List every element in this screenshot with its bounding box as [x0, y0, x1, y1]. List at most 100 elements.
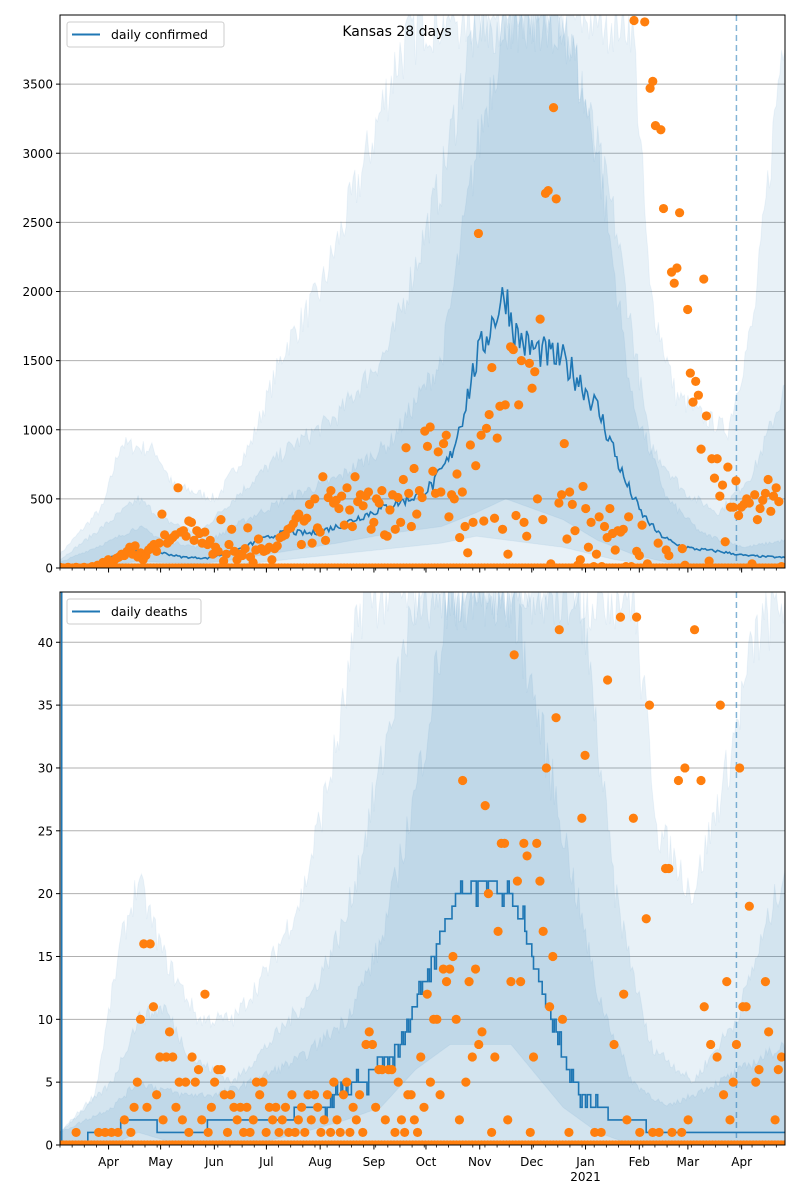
data-point	[335, 1127, 345, 1138]
data-point	[296, 1102, 307, 1112]
y-tick-label: 500	[30, 492, 53, 506]
y-tick-label: 35	[38, 699, 53, 713]
data-point	[325, 1127, 336, 1138]
data-point	[575, 555, 585, 565]
data-point	[691, 376, 701, 386]
data-point	[302, 513, 312, 523]
data-point	[506, 977, 516, 987]
data-point	[508, 344, 518, 355]
data-point	[205, 535, 215, 545]
data-point	[474, 1039, 484, 1050]
data-point	[770, 1115, 780, 1125]
data-point	[634, 550, 644, 561]
data-point	[530, 367, 540, 377]
data-point	[242, 1102, 252, 1112]
data-point	[151, 546, 162, 557]
data-point	[351, 1115, 361, 1125]
data-point	[377, 1064, 387, 1075]
data-point	[173, 483, 183, 493]
data-point	[477, 1027, 487, 1037]
data-point	[224, 539, 234, 550]
data-point	[514, 400, 524, 410]
y-tick-label: 3000	[22, 147, 53, 161]
data-point	[130, 541, 140, 551]
data-point	[303, 1090, 313, 1100]
data-point	[734, 510, 744, 521]
data-point	[358, 1127, 368, 1138]
series-line	[60, 592, 785, 1145]
data-point	[735, 763, 745, 773]
data-point	[416, 1052, 426, 1062]
data-point	[458, 775, 468, 786]
data-point	[267, 1115, 278, 1125]
data-point	[329, 1077, 339, 1087]
x-tick-label: Dec	[520, 1155, 543, 1169]
data-point	[667, 1127, 677, 1138]
data-point	[129, 1102, 139, 1112]
data-point	[551, 194, 561, 204]
y-tick-label: 1500	[22, 354, 53, 368]
data-point	[527, 383, 537, 393]
data-point	[406, 521, 416, 532]
data-point	[538, 926, 548, 936]
data-point	[320, 535, 331, 545]
data-point	[722, 977, 732, 987]
y-tick-label: 0	[45, 562, 53, 576]
data-point	[754, 1064, 764, 1075]
data-point	[187, 1052, 197, 1062]
data-point	[189, 535, 199, 545]
deaths-panel: 0 5 10 15 20 25 30 35 40 Apr May Jun Jul Aug Sep Oct Nov…	[38, 591, 786, 1184]
data-point	[181, 1077, 191, 1087]
x-tick-label: Feb	[629, 1155, 650, 1169]
data-point	[322, 1090, 332, 1100]
data-point	[615, 612, 626, 622]
data-point	[393, 1077, 403, 1087]
data-point	[715, 700, 725, 710]
data-point	[139, 939, 149, 949]
data-point	[701, 411, 712, 421]
data-point	[535, 876, 545, 886]
data-point	[274, 1127, 284, 1138]
y-tick-label: 2000	[22, 285, 53, 299]
data-point	[293, 1115, 303, 1125]
data-point	[258, 1077, 268, 1087]
data-point	[347, 521, 357, 532]
data-point	[186, 517, 197, 527]
data-point-zero	[779, 1140, 785, 1145]
data-point	[398, 474, 408, 485]
data-point	[332, 1115, 342, 1125]
data-point	[750, 490, 760, 500]
data-point	[248, 1115, 258, 1125]
data-point	[300, 1127, 310, 1138]
data-point	[631, 612, 642, 622]
data-point	[145, 939, 155, 949]
data-point	[720, 537, 730, 547]
data-point	[461, 1077, 471, 1087]
data-point	[422, 441, 433, 451]
data-point	[653, 538, 663, 548]
data-point	[640, 17, 650, 27]
data-point	[725, 1115, 735, 1125]
data-point	[556, 490, 567, 500]
data-point	[334, 503, 344, 514]
data-point	[693, 390, 703, 400]
data-point	[455, 532, 465, 543]
data-point	[709, 473, 720, 483]
data-point	[654, 1127, 664, 1138]
data-point	[586, 517, 596, 527]
data-point	[464, 977, 474, 987]
data-point	[538, 515, 548, 525]
data-point	[522, 531, 532, 541]
data-point	[284, 1127, 294, 1138]
data-point	[142, 1102, 152, 1112]
y-tick-label: 3500	[22, 78, 53, 92]
data-point	[181, 531, 191, 541]
data-point	[511, 510, 521, 521]
data-point	[354, 1090, 365, 1100]
data-point	[306, 1115, 316, 1125]
data-point	[689, 625, 700, 635]
data-point	[731, 476, 741, 486]
data-point	[567, 499, 577, 510]
data-point	[648, 1127, 658, 1138]
y-tick-label: 25	[38, 824, 53, 838]
